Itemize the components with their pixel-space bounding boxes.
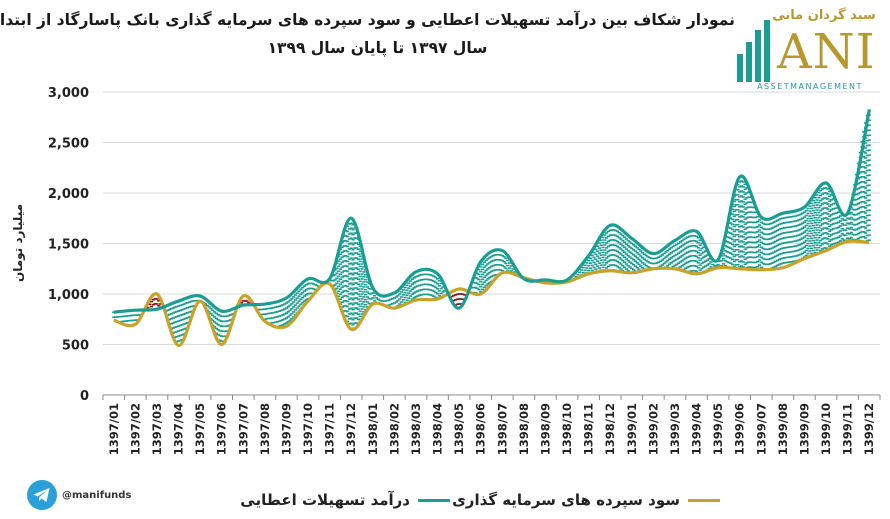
x-tick-label-1397/12: 1397/12 — [344, 403, 358, 455]
x-tick-label-1399/08: 1399/08 — [776, 403, 790, 455]
x-tick-label-1398/07: 1398/07 — [495, 403, 509, 455]
x-tick-label-1399/02: 1399/02 — [646, 403, 660, 455]
x-tick-label-1397/01: 1397/01 — [107, 403, 121, 455]
x-tick-label-1397/06: 1397/06 — [215, 403, 229, 455]
x-tick-label-1397/10: 1397/10 — [301, 403, 315, 455]
x-tick-label-1399/09: 1399/09 — [797, 403, 811, 455]
grid-lines — [103, 91, 880, 345]
x-tick-label-1398/12: 1398/12 — [603, 403, 617, 455]
x-tick-label-1399/04: 1399/04 — [690, 403, 704, 455]
x-tick-label-1398/02: 1398/02 — [387, 403, 401, 455]
legend-swatch-income — [418, 498, 450, 502]
y-tick-label-3000: 3,000 — [48, 86, 89, 101]
x-tick-label-1399/10: 1399/10 — [819, 403, 833, 455]
x-tick-label-1397/08: 1397/08 — [258, 403, 272, 455]
x-tick-label-1398/04: 1398/04 — [431, 403, 445, 455]
x-tick-label-1398/03: 1398/03 — [409, 403, 423, 455]
x-tick-label-1397/02: 1397/02 — [128, 403, 142, 455]
footer: @manifunds — [26, 478, 131, 512]
legend-item-income: درآمد تسهیلات اعطایی — [240, 486, 450, 514]
mani-logo: سبد گردان مانی ANI ASSETMANAGEMENT — [735, 6, 885, 94]
y-tick-label-1000: 1,000 — [48, 288, 89, 303]
logo-persian-text: سبد گردان مانی — [772, 8, 876, 23]
legend-label-income: درآمد تسهیلات اعطایی — [240, 491, 410, 509]
x-tick-label-1399/03: 1399/03 — [668, 403, 682, 455]
x-tick-label-1399/11: 1399/11 — [841, 403, 855, 455]
logo-subtitle: ASSETMANAGEMENT — [757, 82, 863, 91]
telegram-handle[interactable]: @manifunds — [62, 489, 132, 501]
y-tick-label-500: 500 — [62, 339, 89, 354]
series-lines — [113, 109, 871, 348]
x-tick-label-1397/09: 1397/09 — [279, 403, 293, 455]
x-tick-label-1399/01: 1399/01 — [625, 403, 639, 455]
gap-hatching — [112, 109, 871, 343]
chart-title-line-1: نمودار شکاف بین درآمد تسهیلات اعطایی و س… — [0, 11, 735, 29]
axes: 0 500 1,000 1,500 2,000 2,500 3,000 1397/01 1397… — [48, 86, 881, 455]
x-tick-label-1398/01: 1398/01 — [366, 403, 380, 455]
y-tick-label-1500: 1,500 — [48, 238, 89, 253]
x-tick-label-1398/10: 1398/10 — [560, 403, 574, 455]
x-tick-label-1398/06: 1398/06 — [474, 403, 488, 455]
x-tick-label-1397/11: 1397/11 — [323, 403, 337, 455]
legend: درآمد تسهیلات اعطایی سود سپرده های سرمای… — [200, 486, 720, 514]
legend-swatch-deposit — [688, 498, 720, 502]
x-tick-label-1399/06: 1399/06 — [733, 403, 747, 455]
legend-label-deposit: سود سپرده های سرمایه گذاری — [452, 491, 680, 509]
x-tick-label-1397/05: 1397/05 — [193, 403, 207, 455]
x-tick-label-1397/03: 1397/03 — [150, 403, 164, 455]
x-tick-label-1399/12: 1399/12 — [862, 403, 876, 455]
x-tick-label-1398/05: 1398/05 — [452, 403, 466, 455]
telegram-icon[interactable] — [26, 479, 58, 511]
x-tick-label-1399/05: 1399/05 — [711, 403, 725, 455]
chart-title: نمودار شکاف بین درآمد تسهیلات اعطایی و س… — [0, 6, 735, 62]
x-tick-label-1398/09: 1398/09 — [538, 403, 552, 455]
y-axis-label: میلیارد تومان — [11, 204, 26, 282]
x-tick-label-1397/07: 1397/07 — [236, 403, 250, 455]
chart-title-line-2: سال ۱۳۹۷ تا پایان سال ۱۳۹۹ — [267, 39, 488, 57]
x-tick-label-1398/08: 1398/08 — [517, 403, 531, 455]
legend-item-deposit: سود سپرده های سرمایه گذاری — [452, 486, 720, 514]
x-tick-label-1398/11: 1398/11 — [582, 403, 596, 455]
y-tick-label-2000: 2,000 — [48, 187, 89, 202]
y-tick-label-0: 0 — [80, 389, 89, 404]
y-tick-label-2500: 2,500 — [48, 137, 89, 152]
x-tick-label-1397/04: 1397/04 — [172, 403, 186, 455]
logo-mark-text: ANI — [777, 24, 876, 80]
x-tick-label-1399/07: 1399/07 — [754, 403, 768, 455]
logo-bars-icon — [735, 20, 775, 82]
series-line-deposit — [113, 239, 870, 348]
series-line-income — [113, 109, 871, 314]
